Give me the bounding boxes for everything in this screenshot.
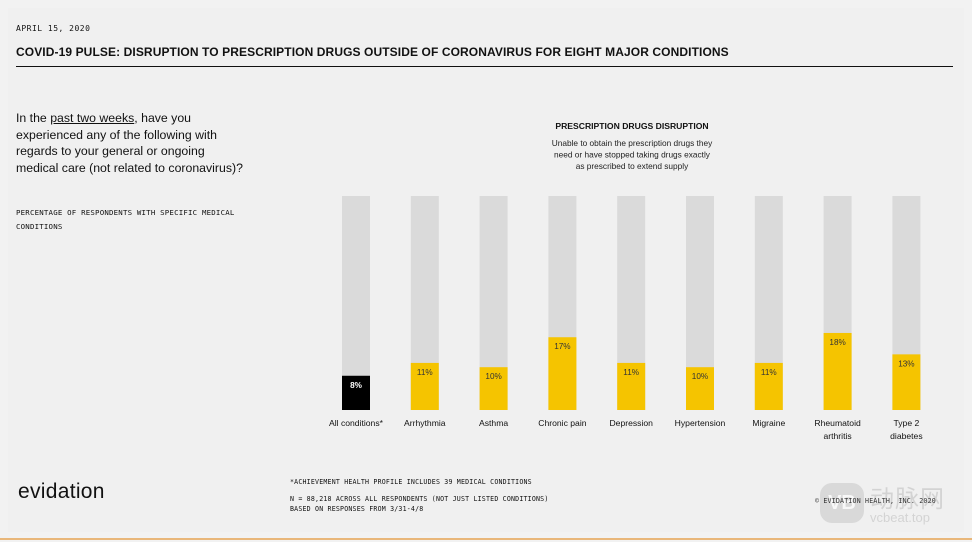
bar	[892, 354, 921, 410]
bar	[617, 362, 646, 410]
bar-value-label: 10%	[485, 372, 501, 381]
report-date: APRIL 15, 2020	[16, 24, 91, 33]
watermark-cn-text: 动脉网	[870, 485, 945, 513]
question-text-underlined: past two weeks	[50, 111, 135, 125]
category-label: Migraine	[752, 418, 785, 428]
category-label: diabetes	[890, 431, 923, 441]
category-label: arthritis	[824, 431, 852, 441]
category-label: Chronic pain	[538, 418, 586, 428]
bar	[754, 362, 783, 410]
survey-question: In the past two weeks, have you experien…	[16, 110, 246, 176]
bar-value-label: 11%	[623, 368, 639, 377]
bar-value-label: 11%	[417, 368, 433, 377]
watermark-logo-icon: VB	[820, 483, 864, 523]
bar-value-label: 17%	[554, 342, 570, 351]
bar	[410, 362, 439, 410]
watermark-en-text: vcbeat.top	[870, 510, 930, 525]
bar-value-label: 18%	[829, 338, 845, 347]
footnote-date-range: BASED ON RESPONSES FROM 3/31-4/8	[290, 505, 424, 513]
category-label: Rheumatoid	[814, 418, 861, 428]
footnote-sample-size: N = 88,218 ACROSS ALL RESPONDENTS (NOT J…	[290, 495, 549, 503]
bar	[823, 332, 852, 410]
category-label: Type 2	[893, 418, 919, 428]
bar	[342, 375, 370, 410]
category-label: Asthma	[479, 418, 508, 428]
bottom-accent-line	[0, 538, 972, 540]
category-label: Hypertension	[675, 418, 726, 428]
bar	[479, 367, 508, 410]
bar-value-label: 8%	[350, 381, 363, 390]
vcbeat-watermark: VB 动脉网 vcbeat.top	[820, 479, 970, 531]
footnote-asterisk: *ACHIEVEMENT HEALTH PROFILE INCLUDES 39 …	[290, 478, 532, 486]
question-text-after: , have you experienced any of the follow…	[16, 111, 243, 175]
chart-subtitle-line: need or have stopped taking drugs exactl…	[554, 150, 711, 160]
bar-value-label: 11%	[761, 368, 777, 377]
bar	[686, 367, 714, 410]
title-divider	[16, 66, 953, 67]
bar-value-label: 13%	[898, 359, 914, 368]
bar	[548, 337, 577, 410]
evidation-logo: evidation	[18, 480, 105, 503]
chart-subtitle-line: Unable to obtain the prescription drugs …	[552, 138, 713, 148]
chart-title: PRESCRIPTION DRUGS DISRUPTION	[555, 121, 708, 131]
copyright-text: © EVIDATION HEALTH, INC. 2020	[815, 497, 936, 505]
page-title: COVID-19 PULSE: DISRUPTION TO PRESCRIPTI…	[16, 45, 729, 59]
chart-subtitle-line: as prescribed to extend supply	[576, 161, 689, 171]
category-label: All conditions*	[329, 418, 384, 428]
category-label: Arrhythmia	[404, 418, 446, 428]
category-label: Depression	[609, 418, 653, 428]
question-subnote: PERCENTAGE OF RESPONDENTS WITH SPECIFIC …	[16, 208, 235, 231]
bar-track	[342, 196, 370, 410]
bar-value-label: 10%	[692, 372, 708, 381]
question-text-before: In the	[16, 111, 51, 125]
